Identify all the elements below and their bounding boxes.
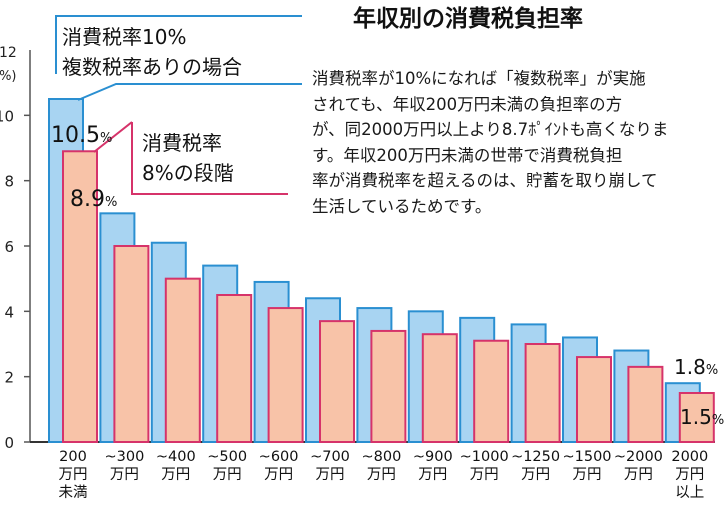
x-tick-label-line: 万円 xyxy=(59,467,88,483)
first-8pct-value-unit: % xyxy=(105,195,117,210)
last-8pct-value-label: 1.5% xyxy=(680,405,724,429)
chart-title: 年収別の消費税負担率 xyxy=(353,5,583,32)
x-tick-label-line: ~400 xyxy=(156,449,196,465)
callout-8pct: 消費税率 8%の段階 xyxy=(93,121,288,195)
description-paragraph: 消費税率が10%になれば「複数税率」が実施 されても、年収200万円未満の負担率… xyxy=(312,66,724,219)
x-tick-label: ~800 万円 xyxy=(361,449,401,483)
bar-8pct xyxy=(421,333,458,444)
x-tick-label-line: 以上 xyxy=(675,484,704,501)
x-tick-label: ~1500 万円 xyxy=(562,449,611,483)
x-tick-label-line: ~1500 xyxy=(562,449,611,465)
description-line: されても、年収200万円未満の負担率の方 xyxy=(312,94,623,114)
x-tick-label-line: ~900 xyxy=(413,449,453,465)
bars xyxy=(48,98,715,444)
callout-8pct-line1: 消費税率 xyxy=(142,131,222,155)
x-tick-label-line: 万円 xyxy=(110,467,139,483)
last-10pct-value-number: 1.8 xyxy=(674,355,706,379)
x-tick-label-line: 万円 xyxy=(316,467,345,483)
description-line: 生活しているためです。 xyxy=(312,196,492,216)
callout-10pct-border xyxy=(55,15,302,74)
x-tick-label-line: ~700 xyxy=(310,449,350,465)
x-tick-label: ~1250 万円 xyxy=(511,449,560,483)
y-tick-label: 0 xyxy=(4,434,14,452)
first-10pct-value-unit: % xyxy=(100,131,112,146)
x-tick-label-line: 万円 xyxy=(264,467,293,483)
callout-10pct-line1: 消費税率10% xyxy=(62,25,186,49)
y-tick-label: 4 xyxy=(4,303,14,321)
bar-8pct xyxy=(113,245,150,443)
callout-8pct-border xyxy=(131,122,288,195)
bar-8pct xyxy=(216,294,253,443)
x-tick-label-line: 万円 xyxy=(521,467,550,483)
callout-10pct: 消費税率10% 複数税率ありの場合 xyxy=(55,15,302,101)
y-ticks: 0 2 4 6 8 10 xyxy=(0,107,30,452)
x-tick-label-line: 万円 xyxy=(470,467,499,483)
description-line: 率が消費税率を超えるのは、貯蓄を取り崩して xyxy=(312,171,658,190)
x-tick-label-line: 万円 xyxy=(161,467,190,483)
last-8pct-value-unit: % xyxy=(712,413,724,428)
bar-8pct xyxy=(627,365,664,443)
x-tick-label-line: 万円 xyxy=(367,467,396,483)
x-labels: 200 万円未満~300 万円~400 万円~500 万円~600 万円~700 万円~80… xyxy=(59,449,709,501)
x-tick-label-line: ~500 xyxy=(207,449,247,465)
x-tick-label: ~2000 万円 xyxy=(614,449,663,483)
bar-8pct xyxy=(267,307,304,444)
x-tick-label-line: 万円 xyxy=(573,467,602,483)
x-tick-label-line: 200 xyxy=(59,449,87,465)
x-tick-label-line: 万円 xyxy=(675,467,704,483)
description-line: す。年収200万円未満の世帯で消費税負担 xyxy=(312,145,623,165)
bar-8pct xyxy=(319,320,355,443)
x-tick-label: ~1000 万円 xyxy=(460,449,509,483)
bar-8pct xyxy=(164,277,201,443)
x-tick-label-line: ~1250 xyxy=(511,449,560,465)
description-line: 消費税率が10%になれば「複数税率」が実施 xyxy=(312,69,646,88)
first-10pct-value-label: 10.5% xyxy=(51,123,112,148)
x-tick-label: 200 万円未満 xyxy=(59,449,88,501)
x-tick-label-line: 万円 xyxy=(624,467,653,483)
y-tick-label: 2 xyxy=(4,369,14,387)
x-tick-label-line: 2000 xyxy=(671,449,708,465)
first-8pct-value-label: 8.9% xyxy=(70,187,117,212)
x-tick-label: ~900 万円 xyxy=(413,449,453,483)
first-10pct-value-number: 10.5 xyxy=(51,123,100,148)
bar-8pct xyxy=(576,356,612,444)
x-tick-label: ~400 万円 xyxy=(156,449,196,483)
x-tick-label: ~700 万円 xyxy=(310,449,350,483)
x-tick-label: ~600 万円 xyxy=(259,449,299,483)
x-tick-label-line: ~1000 xyxy=(460,449,509,465)
x-tick-label-line: 未満 xyxy=(59,484,88,501)
description-line: が、同2000万円以上より8.7ﾎﾟｲﾝﾄも高くなりま xyxy=(312,120,669,139)
x-tick-label-line: ~600 xyxy=(259,449,299,465)
x-tick-label-line: 万円 xyxy=(418,467,447,483)
x-tick-label-line: ~300 xyxy=(104,449,144,465)
last-10pct-value-label: 1.8% xyxy=(674,355,718,379)
bar-8pct xyxy=(524,343,561,443)
y-axis-unit-label: (%) xyxy=(0,69,17,84)
callout-8pct-line2: 8%の段階 xyxy=(142,161,234,185)
y-tick-label: 8 xyxy=(4,173,14,191)
bar-8pct xyxy=(473,339,510,444)
bar-8pct xyxy=(678,392,715,443)
x-tick-label: ~300 万円 xyxy=(104,449,144,483)
bar-8pct xyxy=(62,150,98,443)
callout-10pct-line2: 複数税率ありの場合 xyxy=(62,55,242,79)
callout-10pct-pointer xyxy=(77,83,302,101)
first-8pct-value-number: 8.9 xyxy=(70,187,105,212)
last-8pct-value-number: 1.5 xyxy=(680,405,712,429)
y-tick-label: 10 xyxy=(0,107,14,125)
x-tick-label-line: ~800 xyxy=(361,449,401,465)
y-axis-top-label: 12 xyxy=(0,45,17,61)
x-tick-label: ~500 万円 xyxy=(207,449,247,483)
bar-8pct xyxy=(370,329,407,443)
y-tick-label: 6 xyxy=(4,238,14,256)
x-tick-label-line: ~2000 xyxy=(614,449,663,465)
last-10pct-value-unit: % xyxy=(706,363,718,378)
callout-8pct-pointer xyxy=(93,121,133,153)
x-tick-label: 2000 万円以上 xyxy=(671,449,708,501)
x-tick-label-line: 万円 xyxy=(213,467,242,483)
